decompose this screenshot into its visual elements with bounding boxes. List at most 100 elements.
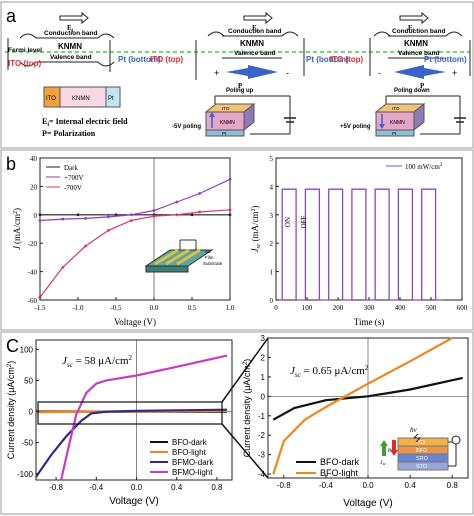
right-arc-3: [445, 31, 463, 37]
series-plus700-point: [228, 177, 232, 181]
knmn-label-3: KNMN: [404, 39, 428, 48]
legend-bfo-dark: BFO-dark: [172, 438, 208, 447]
series-minus700-point: [84, 244, 87, 248]
b-left-xtick-label: -1.5: [34, 304, 46, 312]
inset-bfo-text: BFO: [416, 448, 428, 454]
b-left-xtick-label: 0.5: [188, 304, 197, 312]
layer-knmn-label: KNMN: [72, 96, 90, 102]
c-right-ytick-label: 0: [261, 392, 266, 401]
c-left-xtick-label: 0.4: [171, 483, 183, 492]
right-contact-arc-bottom: [97, 61, 115, 67]
ei-arrow-2: [243, 11, 273, 25]
chart-b-left-frame: [39, 157, 231, 301]
series-dark-point: [76, 213, 80, 217]
c-left-ytick-label: -100: [17, 470, 34, 479]
zoom-box: [37, 401, 223, 425]
legend-100mw: 100 mW/cm2: [405, 163, 443, 171]
inset-substrate-label: Substrate: [203, 261, 223, 266]
chart-c-left-frame: [35, 339, 233, 481]
c-right-annotation: Jsc = 0.65 μA/cm2: [290, 364, 369, 379]
b-left-inset: Au Film Substrate: [144, 239, 223, 273]
b-right-xtick-label: 600: [457, 304, 468, 312]
b-right-legend: 100 mW/cm2: [386, 163, 443, 171]
b-left-ytick-label: -40: [28, 269, 38, 277]
b-right-xlabel: Time (s): [354, 317, 384, 327]
layer-ito-label: ITO: [46, 96, 56, 102]
inset-p-label: P: [388, 448, 391, 454]
series-minus700-point: [61, 265, 65, 269]
legend-bfmo-light: BFMO-light: [172, 468, 213, 477]
c-right-xtick-label: -0.8: [277, 481, 291, 490]
b-right-xtick-label: 0: [274, 304, 278, 312]
b-right-xtick-label: 200: [333, 304, 344, 312]
inset-electrode-2: [165, 248, 190, 266]
right-arc-2: [281, 31, 299, 37]
series-plus700-point: [152, 209, 156, 212]
inset-ito-text: ITO: [416, 440, 426, 446]
inset-substrate-side: [145, 265, 189, 273]
polarization-arrow-3: [394, 65, 446, 79]
legend-bfo-light: BFO-light: [172, 448, 207, 457]
inset-sto-text: STO: [416, 464, 428, 470]
panel-b-label: b: [6, 154, 16, 174]
b-left-xtick-label: -0.5: [110, 304, 122, 312]
zoom-connector-top: [221, 337, 269, 403]
fermi-level-label: Fermi level: [8, 47, 42, 54]
off-label: OFF: [300, 215, 308, 228]
pol-arrow-down-head: [379, 124, 385, 129]
legend-dark: Dark: [64, 164, 78, 172]
chart-jv-poling: -1.5 -1.0 -0.5 0.0 0.5 1.0 -60 -40 -20 0 20 40 Volt…: [12, 155, 235, 327]
stack-up-ito: ITO: [222, 106, 230, 111]
legend-minus700: -700V: [64, 184, 82, 192]
poling-down-device: ITO KNMN Pt Poling down +5V poling: [340, 88, 466, 137]
series-r-bfo-dark: [272, 376, 463, 421]
b-left-ytick-label: 0: [34, 212, 38, 220]
on-label: ON: [284, 217, 292, 227]
minus5v-label: -5V poling: [172, 124, 201, 130]
c-right-xtick-label: 0.8: [447, 481, 459, 490]
b-left-ytick-label: 40: [30, 155, 38, 163]
chart-bfo-bfmo: -0.8 -0.4 0.0 0.4 0.8 -100 -50 0 50 100 Voltage (…: [6, 339, 233, 507]
series-dark-point: [228, 213, 232, 217]
legend-ei-definition: Ei= Internal electric field: [42, 117, 128, 128]
c-right-ytick-label: 1: [261, 373, 266, 382]
series-bfmo-light: [60, 354, 228, 481]
inset-p-arrowhead: [380, 440, 388, 446]
poling-up-device: ITO KNMN Pt Poling up -5V poling: [172, 88, 296, 137]
stack-up-side: [243, 102, 255, 132]
polarization-arrow-2: [226, 65, 278, 79]
panel-a: a Conduction band KNMN Valence band Ei F…: [0, 1, 474, 149]
minus-sign-2: -: [286, 68, 289, 78]
inset-j-label: Jsc: [380, 460, 386, 466]
series-dark-point: [190, 213, 194, 217]
b-left-xtick-label: 1.0: [226, 304, 235, 312]
series-plus700-point: [61, 217, 65, 221]
c-left-ytick-label: 0: [29, 408, 34, 417]
inset-j-arrow: [392, 440, 396, 450]
plus5v-label: +5V poling: [340, 124, 371, 130]
p-label-2: P: [238, 82, 243, 90]
conduction-band-label-3: Conduction band: [392, 28, 445, 35]
b-right-ytick-label: 0: [270, 297, 274, 305]
ei-label-2: Ei: [252, 24, 259, 34]
series-minus700-point: [107, 229, 110, 232]
inset-au: Au: [205, 249, 211, 254]
series-plus700-point: [107, 215, 110, 219]
minus-sign-3: -: [378, 68, 381, 78]
panel-a-label: a: [6, 6, 17, 26]
b-right-xtick-label: 500: [426, 304, 437, 312]
stack-down-knmn: KNMN: [390, 120, 405, 126]
series-plus700-point: [175, 200, 179, 204]
left-contact-arc-bottom: [19, 61, 37, 67]
series-plus700-point: [38, 219, 42, 222]
stack-up-knmn: KNMN: [220, 120, 235, 126]
c-right-ytick-label: -2: [258, 431, 266, 440]
c-left-xlabel: Voltage (V): [109, 496, 158, 507]
c-right-xtick-label: 0.0: [362, 481, 374, 490]
inset-meter: [451, 435, 461, 445]
pt-bottom-label: Pt (bottom): [118, 55, 161, 64]
layer-pt-label: Pt: [108, 96, 114, 102]
c-left-xtick-label: 0.0: [131, 483, 143, 492]
c-right-ytick-label: -1: [258, 412, 266, 421]
pol-arrow-up-head: [209, 112, 215, 117]
